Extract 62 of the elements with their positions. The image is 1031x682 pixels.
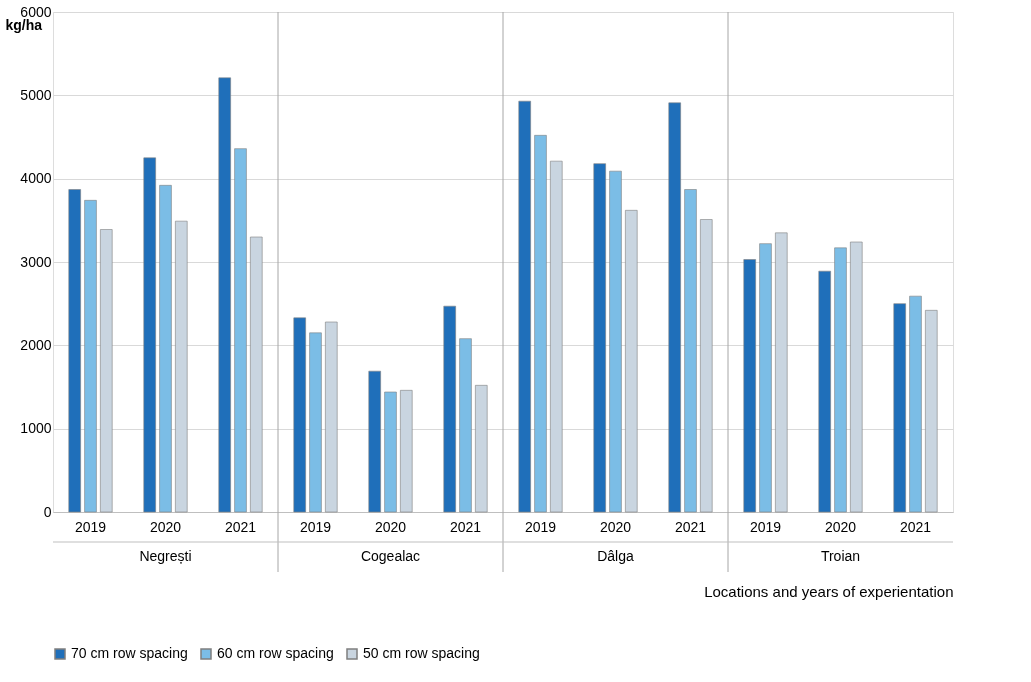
x-tick-label: 2019 (74, 518, 107, 535)
x-tick-label: 2020 (374, 518, 407, 535)
bar (325, 321, 338, 513)
x-tick-label: 2020 (599, 518, 632, 535)
x-tick-label: 2019 (524, 518, 557, 535)
y-tick-label: 1000 (20, 420, 52, 437)
bar (234, 148, 247, 513)
bar (100, 229, 113, 513)
bar (159, 185, 172, 513)
bar (534, 135, 547, 513)
bar (759, 243, 772, 513)
bar (68, 189, 81, 513)
bar (834, 247, 847, 513)
bar (475, 385, 488, 513)
y-tick-label: 2000 (20, 336, 52, 353)
x-axis-title: Locations and years of experientation (704, 582, 954, 600)
bar (925, 310, 938, 513)
bar (309, 332, 322, 513)
bar (818, 270, 831, 513)
legend-label: 60 cm row spacing (217, 645, 334, 661)
y-tick-label: 0 (43, 503, 52, 520)
text: Cogealac (360, 548, 421, 564)
bar (459, 338, 472, 513)
x-tick-label: 2020 (824, 518, 857, 535)
x-tick-label: 2021 (899, 518, 932, 535)
bar (893, 303, 906, 513)
x-tick-label: 2019 (299, 518, 332, 535)
y-tick-label: 5000 (20, 86, 52, 103)
bar (593, 163, 606, 513)
bar (550, 160, 563, 513)
bar (293, 317, 306, 513)
bar (775, 232, 788, 513)
y-tick-label: 4000 (20, 170, 52, 187)
y-tick-label: 3000 (20, 253, 52, 270)
bar (700, 219, 713, 513)
x-tick-label: 2021 (449, 518, 482, 535)
bar (684, 189, 697, 513)
bar (250, 236, 263, 513)
bar (443, 305, 456, 513)
bar (218, 77, 231, 513)
text: Dâlga (597, 548, 634, 564)
bar (84, 200, 97, 513)
bar (743, 259, 756, 513)
bar (143, 157, 156, 513)
x-tick-label: 2020 (149, 518, 182, 535)
bar (609, 170, 622, 513)
bar (400, 390, 413, 513)
x-tick-label: 2019 (749, 518, 782, 535)
text: Negrești (139, 548, 192, 564)
bar (518, 100, 531, 513)
bar (850, 241, 863, 513)
text: Troian (820, 548, 861, 564)
bar (384, 391, 397, 513)
x-tick-label: 2021 (674, 518, 707, 535)
bar (175, 220, 188, 513)
bar (625, 210, 638, 513)
legend-label: 70 cm row spacing (71, 645, 188, 661)
bar (668, 102, 681, 513)
bar (909, 295, 922, 513)
bar (368, 370, 381, 513)
legend-label: 50 cm row spacing (363, 645, 480, 661)
x-tick-label: 2021 (224, 518, 257, 535)
